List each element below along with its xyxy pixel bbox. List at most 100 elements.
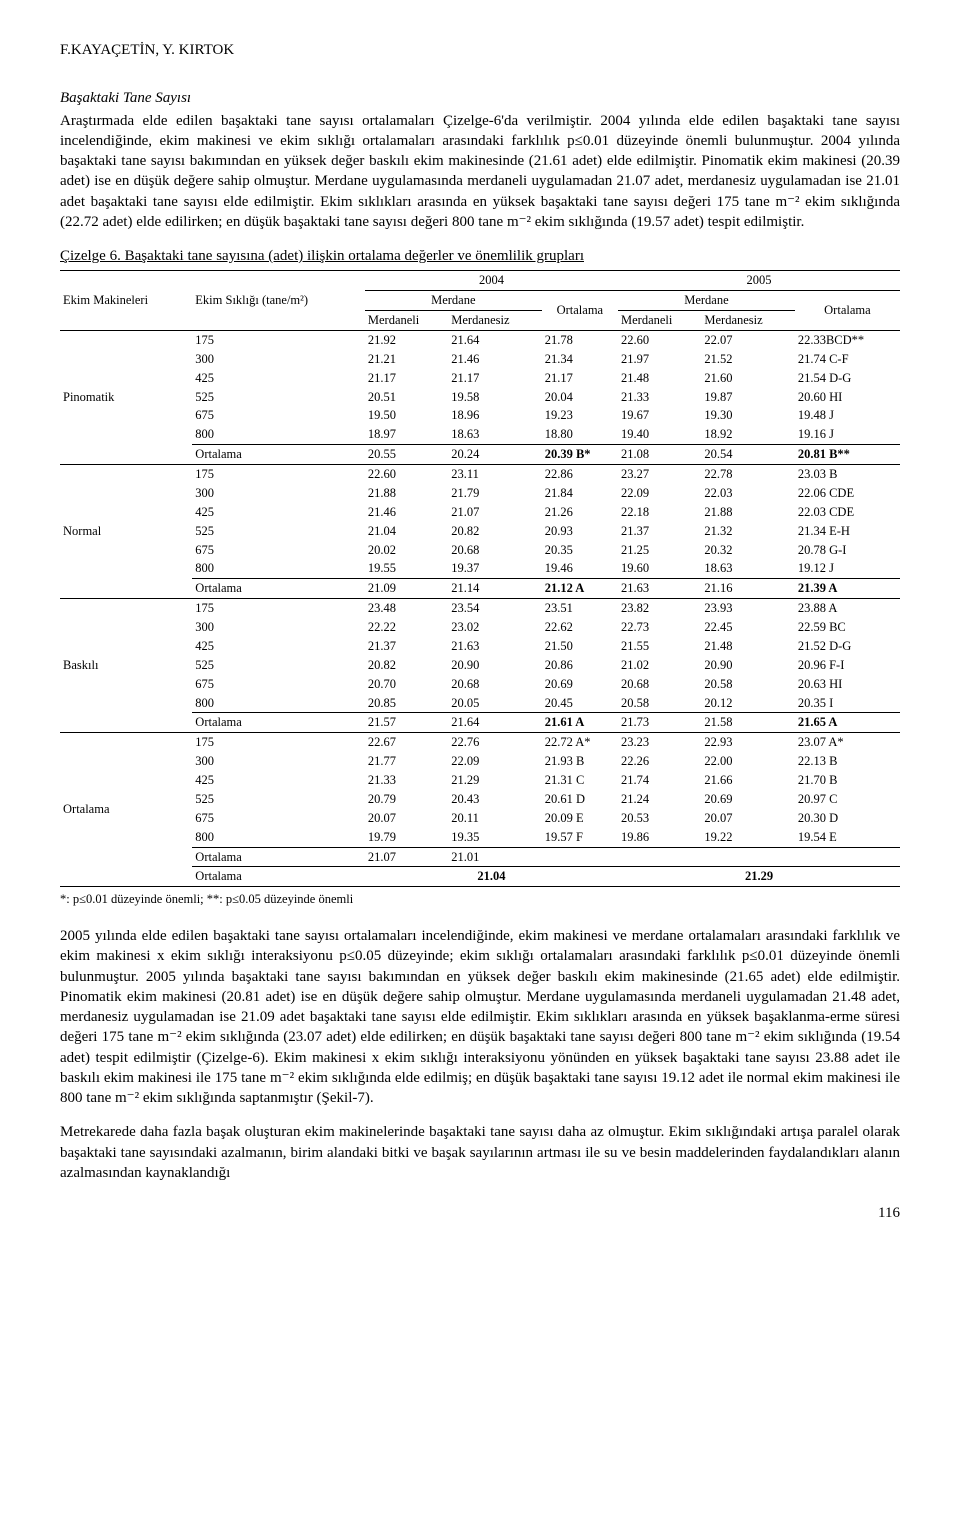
cell [542, 847, 618, 867]
cell: 21.37 [618, 522, 701, 541]
cell [795, 847, 900, 867]
cell: 23.02 [448, 618, 541, 637]
cell: 19.37 [448, 559, 541, 578]
cell: 23.54 [448, 599, 541, 618]
cell: 22.06 CDE [795, 484, 900, 503]
cell: 22.86 [542, 465, 618, 484]
cell: Ortalama [192, 713, 365, 733]
cell: 22.45 [701, 618, 794, 637]
cell: 21.07 [365, 847, 448, 867]
cell: 22.73 [618, 618, 701, 637]
cell: 21.70 B [795, 771, 900, 790]
cell: 21.29 [448, 771, 541, 790]
cell: 19.35 [448, 828, 541, 847]
cell: 19.87 [701, 388, 794, 407]
cell: 20.90 [701, 656, 794, 675]
cell: 21.12 A [542, 579, 618, 599]
cell: 675 [192, 809, 365, 828]
cell: 22.22 [365, 618, 448, 637]
cell: 23.82 [618, 599, 701, 618]
cell: Ortalama [192, 867, 365, 887]
cell: 20.69 [701, 790, 794, 809]
cell: 19.40 [618, 425, 701, 444]
cell: 23.93 [701, 599, 794, 618]
cell: 800 [192, 694, 365, 713]
cell: Ortalama [192, 445, 365, 465]
cell: 21.37 [365, 637, 448, 656]
cell: 21.16 [701, 579, 794, 599]
col-merdaneli-2004: Merdaneli [365, 311, 448, 331]
cell: 21.64 [448, 330, 541, 349]
table-row: Pinomatik17521.9221.6421.7822.6022.0722.… [60, 330, 900, 349]
cell: 20.58 [701, 675, 794, 694]
table-row: Normal17522.6023.1122.8623.2722.7823.03 … [60, 465, 900, 484]
cell: 23.27 [618, 465, 701, 484]
cell: 20.86 [542, 656, 618, 675]
cell: 21.31 C [542, 771, 618, 790]
paragraph-3: Metrekarede daha fazla başak oluşturan e… [60, 1122, 900, 1183]
cell: 21.50 [542, 637, 618, 656]
cell: 19.50 [365, 406, 448, 425]
cell: 19.16 J [795, 425, 900, 444]
cell: 21.79 [448, 484, 541, 503]
cell: 18.96 [448, 406, 541, 425]
cell: 22.26 [618, 752, 701, 771]
col-merdanesiz-2005: Merdanesiz [701, 311, 794, 331]
group-name: Pinomatik [60, 330, 192, 464]
cell [701, 847, 794, 867]
cell: 19.86 [618, 828, 701, 847]
cell: 21.74 C-F [795, 350, 900, 369]
cell: 22.76 [448, 733, 541, 752]
cell: 19.22 [701, 828, 794, 847]
cell: 20.35 I [795, 694, 900, 713]
col-merdane-2005: Merdane [618, 291, 795, 311]
cell: 18.92 [701, 425, 794, 444]
page-number: 116 [60, 1203, 900, 1223]
cell: 21.60 [701, 369, 794, 388]
cell: 300 [192, 484, 365, 503]
cell: 20.58 [618, 694, 701, 713]
cell: 21.88 [365, 484, 448, 503]
cell: 19.30 [701, 406, 794, 425]
cell: 20.07 [365, 809, 448, 828]
cell: 23.23 [618, 733, 701, 752]
cell: 20.11 [448, 809, 541, 828]
cell: 20.51 [365, 388, 448, 407]
cell: 21.24 [618, 790, 701, 809]
cell: 19.54 E [795, 828, 900, 847]
cell: 425 [192, 503, 365, 522]
cell: 21.92 [365, 330, 448, 349]
cell: 21.14 [448, 579, 541, 599]
cell: 20.32 [701, 541, 794, 560]
cell: 21.52 D-G [795, 637, 900, 656]
cell [618, 847, 701, 867]
cell: 22.07 [701, 330, 794, 349]
group-name: Ortalama [60, 733, 192, 887]
table-row: Baskılı17523.4823.5423.5123.8223.9323.88… [60, 599, 900, 618]
cell: 19.67 [618, 406, 701, 425]
col-2004: 2004 [365, 271, 618, 291]
cell: 21.58 [701, 713, 794, 733]
cell: 21.74 [618, 771, 701, 790]
cell: 800 [192, 828, 365, 847]
cell: 21.01 [448, 847, 541, 867]
cell: 19.58 [448, 388, 541, 407]
cell: 20.61 D [542, 790, 618, 809]
cell: 675 [192, 675, 365, 694]
col-merdane-2004: Merdane [365, 291, 542, 311]
cell: 22.09 [618, 484, 701, 503]
cell: 21.39 A [795, 579, 900, 599]
cell: 21.77 [365, 752, 448, 771]
cell: 20.90 [448, 656, 541, 675]
cell: 21.34 E-H [795, 522, 900, 541]
cell: 175 [192, 599, 365, 618]
cell: 22.67 [365, 733, 448, 752]
cell: 22.60 [618, 330, 701, 349]
cell: 21.33 [618, 388, 701, 407]
cell: 21.48 [701, 637, 794, 656]
cell: 22.18 [618, 503, 701, 522]
cell: 20.43 [448, 790, 541, 809]
cell: 21.78 [542, 330, 618, 349]
cell: 22.59 BC [795, 618, 900, 637]
cell: 23.03 B [795, 465, 900, 484]
